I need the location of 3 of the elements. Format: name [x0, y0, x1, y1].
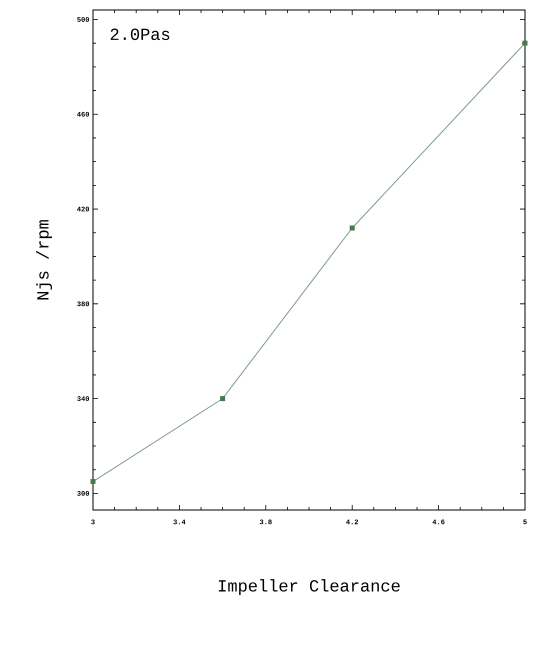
y-axis-title: Njs /rpm — [36, 220, 52, 300]
x-axis-title: Impeller Clearance — [218, 579, 400, 596]
text: 2.0Pas — [110, 28, 170, 40]
